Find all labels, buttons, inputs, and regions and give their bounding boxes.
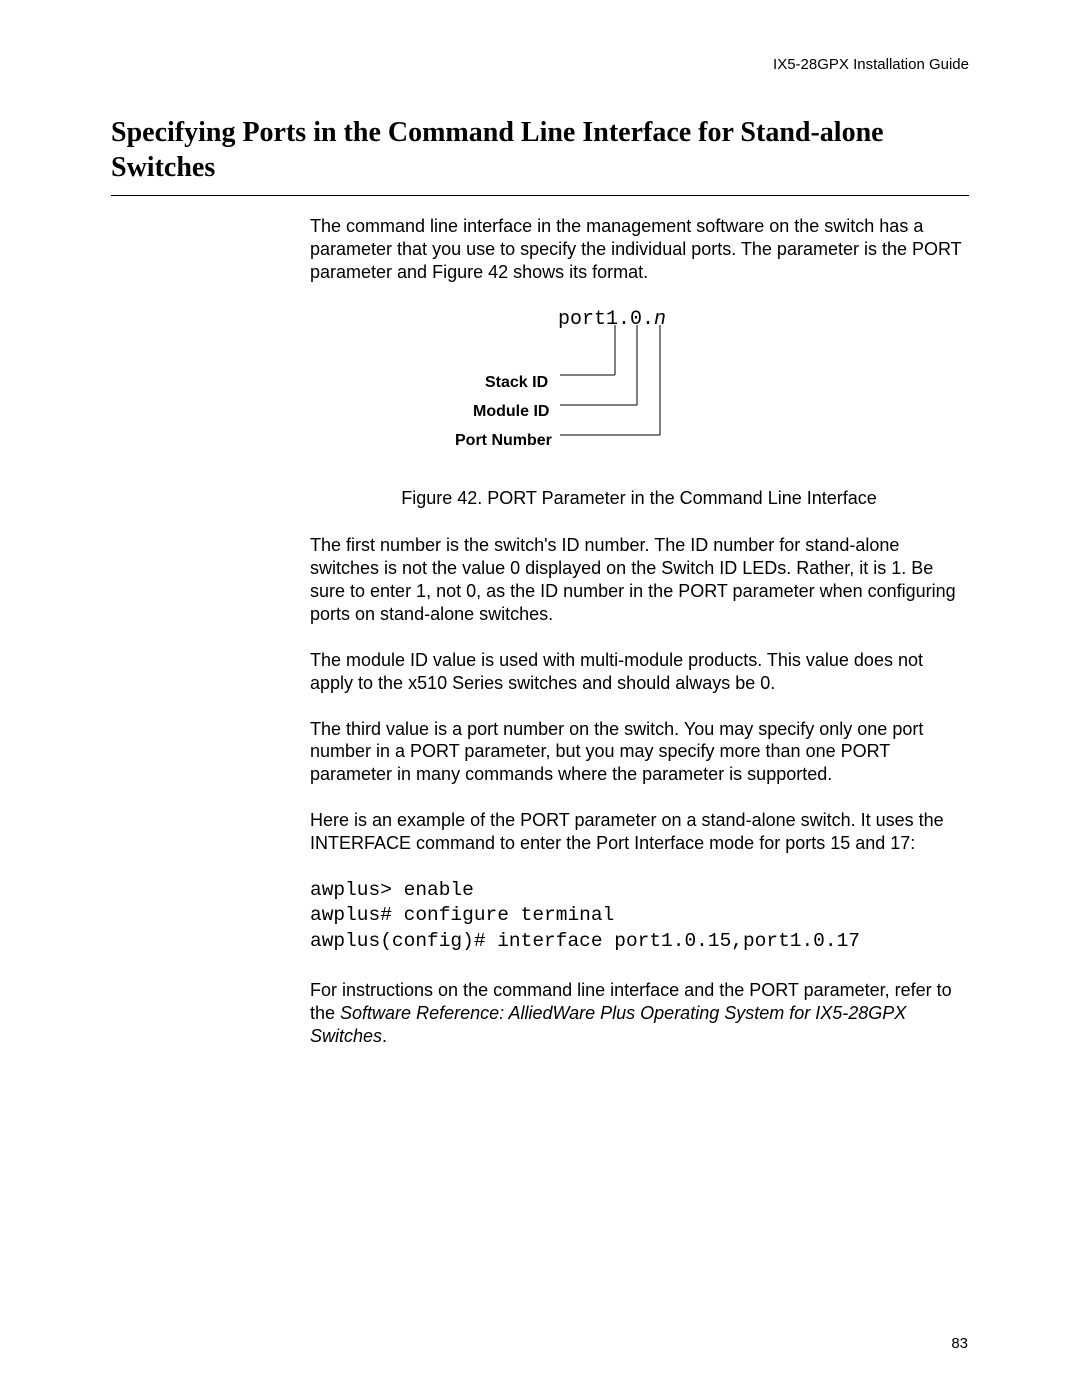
main-content: The command line interface in the manage… [310,215,968,1071]
page-number: 83 [951,1335,968,1352]
example-intro-paragraph: Here is an example of the PORT parameter… [310,809,968,855]
label-stack-id: Stack ID [485,373,548,393]
figure-caption: Figure 42. PORT Parameter in the Command… [310,487,968,510]
header-guide-name: IX5-28GPX Installation Guide [773,56,969,73]
third-value-paragraph: The third value is a port number on the … [310,718,968,787]
instructions-paragraph: For instructions on the command line int… [310,979,968,1048]
module-id-paragraph: The module ID value is used with multi-m… [310,649,968,695]
code-line-1: awplus> enable [310,879,474,901]
code-line-2: awplus# configure terminal [310,904,614,926]
first-number-paragraph: The first number is the switch's ID numb… [310,534,968,625]
diagram-lines [560,325,700,445]
intro-paragraph: The command line interface in the manage… [310,215,968,284]
code-line-3: awplus(config)# interface port1.0.15,por… [310,930,860,952]
label-module-id: Module ID [473,402,549,422]
page-title: Specifying Ports in the Command Line Int… [111,115,969,196]
port-parameter-figure: port1.0.n Stack ID Module ID Port Number [310,307,968,482]
instructions-italic: Software Reference: AlliedWare Plus Oper… [310,1003,906,1046]
code-example: awplus> enable awplus# configure termina… [310,878,968,954]
instructions-suffix: . [382,1026,387,1046]
label-port-number: Port Number [455,431,552,451]
